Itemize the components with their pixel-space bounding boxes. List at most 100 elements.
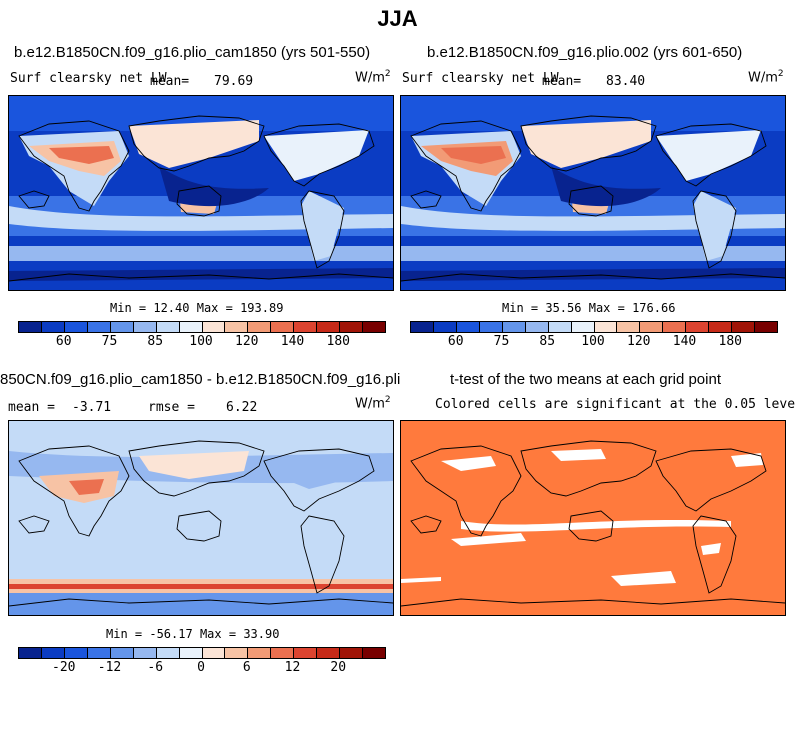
colorbar-segment [271,322,295,332]
coastline [410,445,522,537]
land-field [301,191,344,261]
coastline [568,185,614,217]
field-band [9,246,393,261]
colorbar-segment [594,322,618,332]
panel-c-colorbar-labels: -20 -12 -6 0 6 12 20 [18,660,386,676]
colorbar-segment [525,322,549,332]
coastline [692,190,737,269]
panel-a-minmax: Min = 12.40 Max = 193.89 [110,301,284,315]
colorbar-tick-label: 120 [627,334,651,349]
field-band [159,166,269,207]
coastline [568,510,614,542]
panel-d-map [400,420,786,616]
colorbar-segment [202,648,226,658]
coastline [655,123,767,187]
panel-c-units: W/m2 [355,395,391,412]
coastline [263,448,375,512]
coastlines [9,440,393,607]
field-band [9,268,393,281]
panel-b-variable: Surf clearsky net LW [402,71,559,86]
land-field [521,120,651,168]
panel-c-mean-value: -3.71 [72,400,112,415]
colorbar-tick-label: 100 [581,334,605,349]
land-field [49,146,114,164]
coastline [18,515,50,534]
panel-a-colorbar [18,321,386,333]
field-band [9,593,393,615]
coastline [300,190,345,269]
panel-c-rmse-label: rmse = [148,400,195,415]
colorbar-tick-label: 6 [242,660,251,675]
colorbar-tick-label: 60 [55,334,72,349]
colorbar-segment [294,648,318,658]
colorbar-tick-label: -20 [52,660,76,675]
colorbar-tick-label: 85 [539,334,556,349]
colorbar-tick-label: 0 [197,660,205,675]
coastlines [9,115,393,282]
colorbar-segment [686,322,710,332]
colorbar-tick-label: 12 [284,660,301,675]
colorbar-tick-label: 75 [493,334,510,349]
field-band [401,246,785,261]
panel-b-title: b.e12.B1850CN.f09_g16.plio.002 (yrs 601-… [427,44,743,61]
panel-b-mean-value: 83.40 [606,74,646,89]
colorbar-segment [640,322,664,332]
field-band [401,206,785,231]
colorbar-segment [225,648,249,658]
non-significant-area [611,571,676,586]
coastline [18,120,130,212]
coastline [128,115,265,172]
colorbar-segment [133,322,157,332]
colorbar-segment [411,322,434,332]
colorbar-segment [663,322,687,332]
colorbar-segment [317,322,341,332]
coastline [18,190,50,209]
panel-b-map [400,95,786,291]
colorbar-segment [179,322,203,332]
field-band [9,96,393,131]
coastline [401,598,785,607]
colorbar-tick-label: 75 [101,334,118,349]
panel-d-subtitle: Colored cells are significant at the 0.0… [435,397,795,412]
field-band [9,511,393,534]
colorbar-segment [156,322,180,332]
colorbar-segment [156,648,180,658]
colorbar-segment [202,322,226,332]
land-field [129,120,259,168]
panel-a-mean-value: 79.69 [214,74,254,89]
colorbar-segment [571,322,595,332]
colorbar-tick-label: 100 [189,334,213,349]
coastlines [401,440,785,607]
colorbar-segment [64,648,88,658]
coastline [401,273,785,282]
coastline [410,515,442,534]
panel-a-variable: Surf clearsky net LW [10,71,167,86]
coastline [692,515,737,594]
land-field [693,191,736,261]
colorbar-tick-label: 180 [326,334,350,349]
colorbar-segment [248,648,272,658]
colorbar-tick-label: 20 [330,660,347,675]
panel-c-colorbar [18,647,386,659]
colorbar-segment [87,322,111,332]
panel-a-title: b.e12.B1850CN.f09_g16.plio_cam1850 (yrs … [14,44,371,61]
colorbar-segment [19,322,42,332]
colorbar-segment [19,648,42,658]
coastline [410,190,442,209]
panel-c-map [8,420,394,616]
coastline [410,120,522,212]
non-significant-area [461,519,731,532]
colorbar-segment [502,322,526,332]
colorbar-segment [179,648,203,658]
colorbar-segment [433,322,457,332]
colorbar-segment [755,322,777,332]
colorbar-tick-label: -12 [97,660,122,675]
panel-c-rmse-value: 6.22 [226,400,258,415]
colorbar-tick-label: 140 [280,334,305,349]
colorbar-segment [64,322,88,332]
colorbar-segment [548,322,572,332]
land-field [264,130,369,181]
coastline [263,123,375,187]
colorbar-segment [617,322,641,332]
colorbar-segment [732,322,756,332]
